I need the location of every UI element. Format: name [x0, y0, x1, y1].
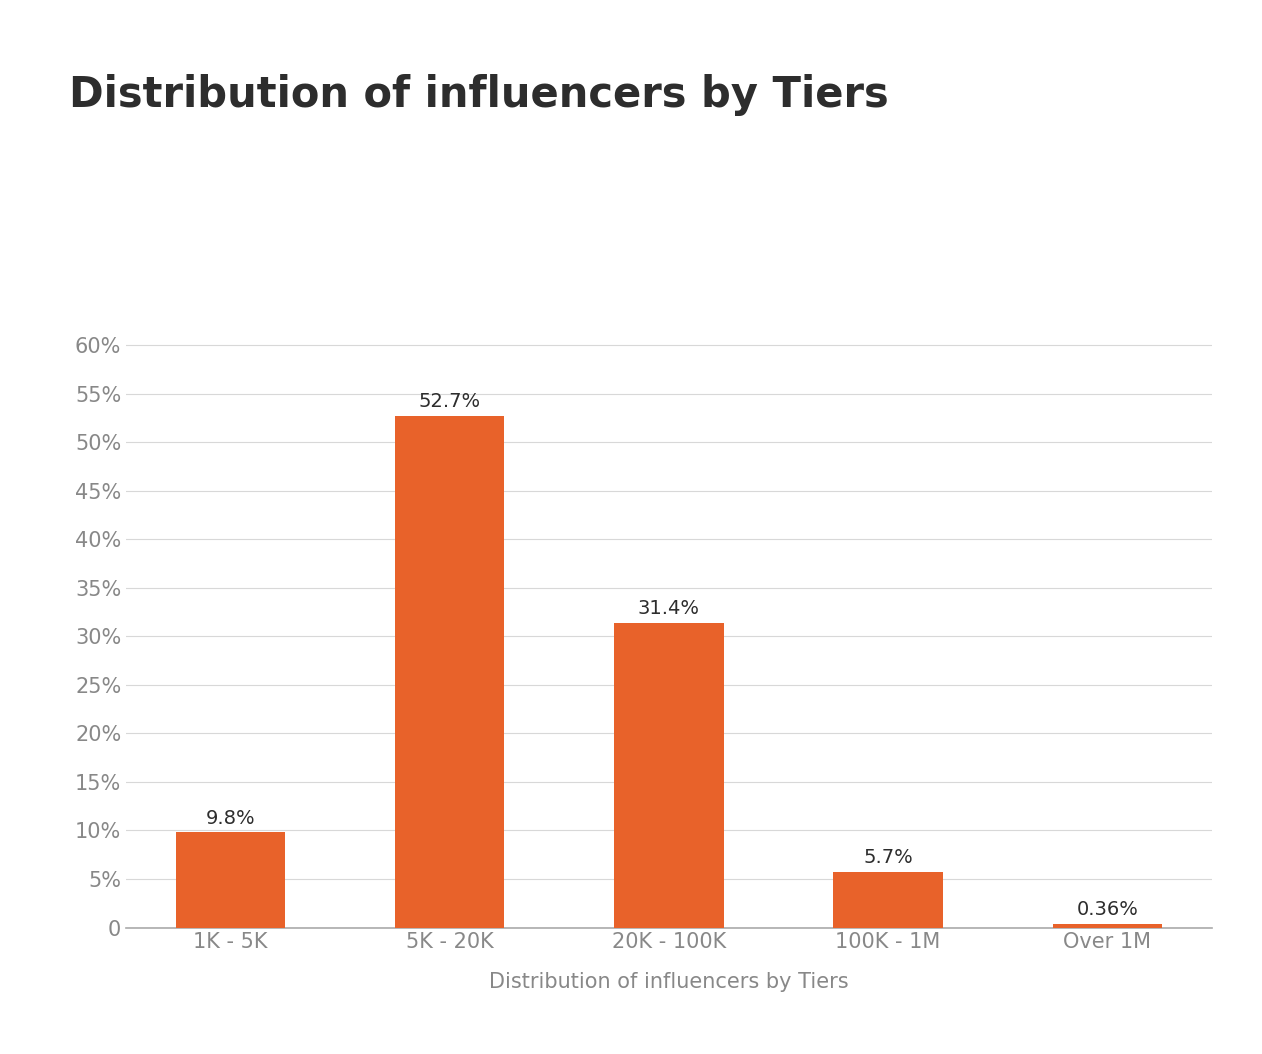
- Text: 5.7%: 5.7%: [863, 848, 912, 867]
- Bar: [395, 416, 505, 928]
- Bar: [833, 873, 943, 928]
- Bar: [615, 623, 723, 928]
- Text: Distribution of influencers by Tiers: Distribution of influencers by Tiers: [69, 74, 890, 116]
- Text: 9.8%: 9.8%: [206, 808, 255, 827]
- Text: 0.36%: 0.36%: [1076, 900, 1138, 919]
- Bar: [1053, 924, 1162, 928]
- Text: 31.4%: 31.4%: [637, 599, 700, 618]
- Text: 52.7%: 52.7%: [419, 392, 481, 411]
- X-axis label: Distribution of influencers by Tiers: Distribution of influencers by Tiers: [490, 972, 848, 992]
- Bar: [175, 833, 285, 928]
